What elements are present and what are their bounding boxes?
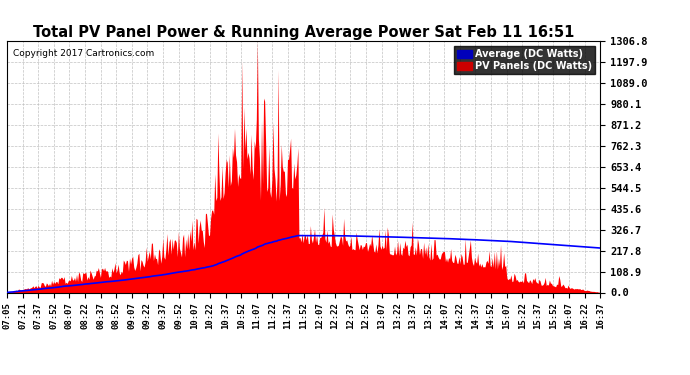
Title: Total PV Panel Power & Running Average Power Sat Feb 11 16:51: Total PV Panel Power & Running Average P… — [33, 25, 574, 40]
Text: Copyright 2017 Cartronics.com: Copyright 2017 Cartronics.com — [13, 49, 154, 58]
Legend: Average (DC Watts), PV Panels (DC Watts): Average (DC Watts), PV Panels (DC Watts) — [454, 46, 595, 74]
